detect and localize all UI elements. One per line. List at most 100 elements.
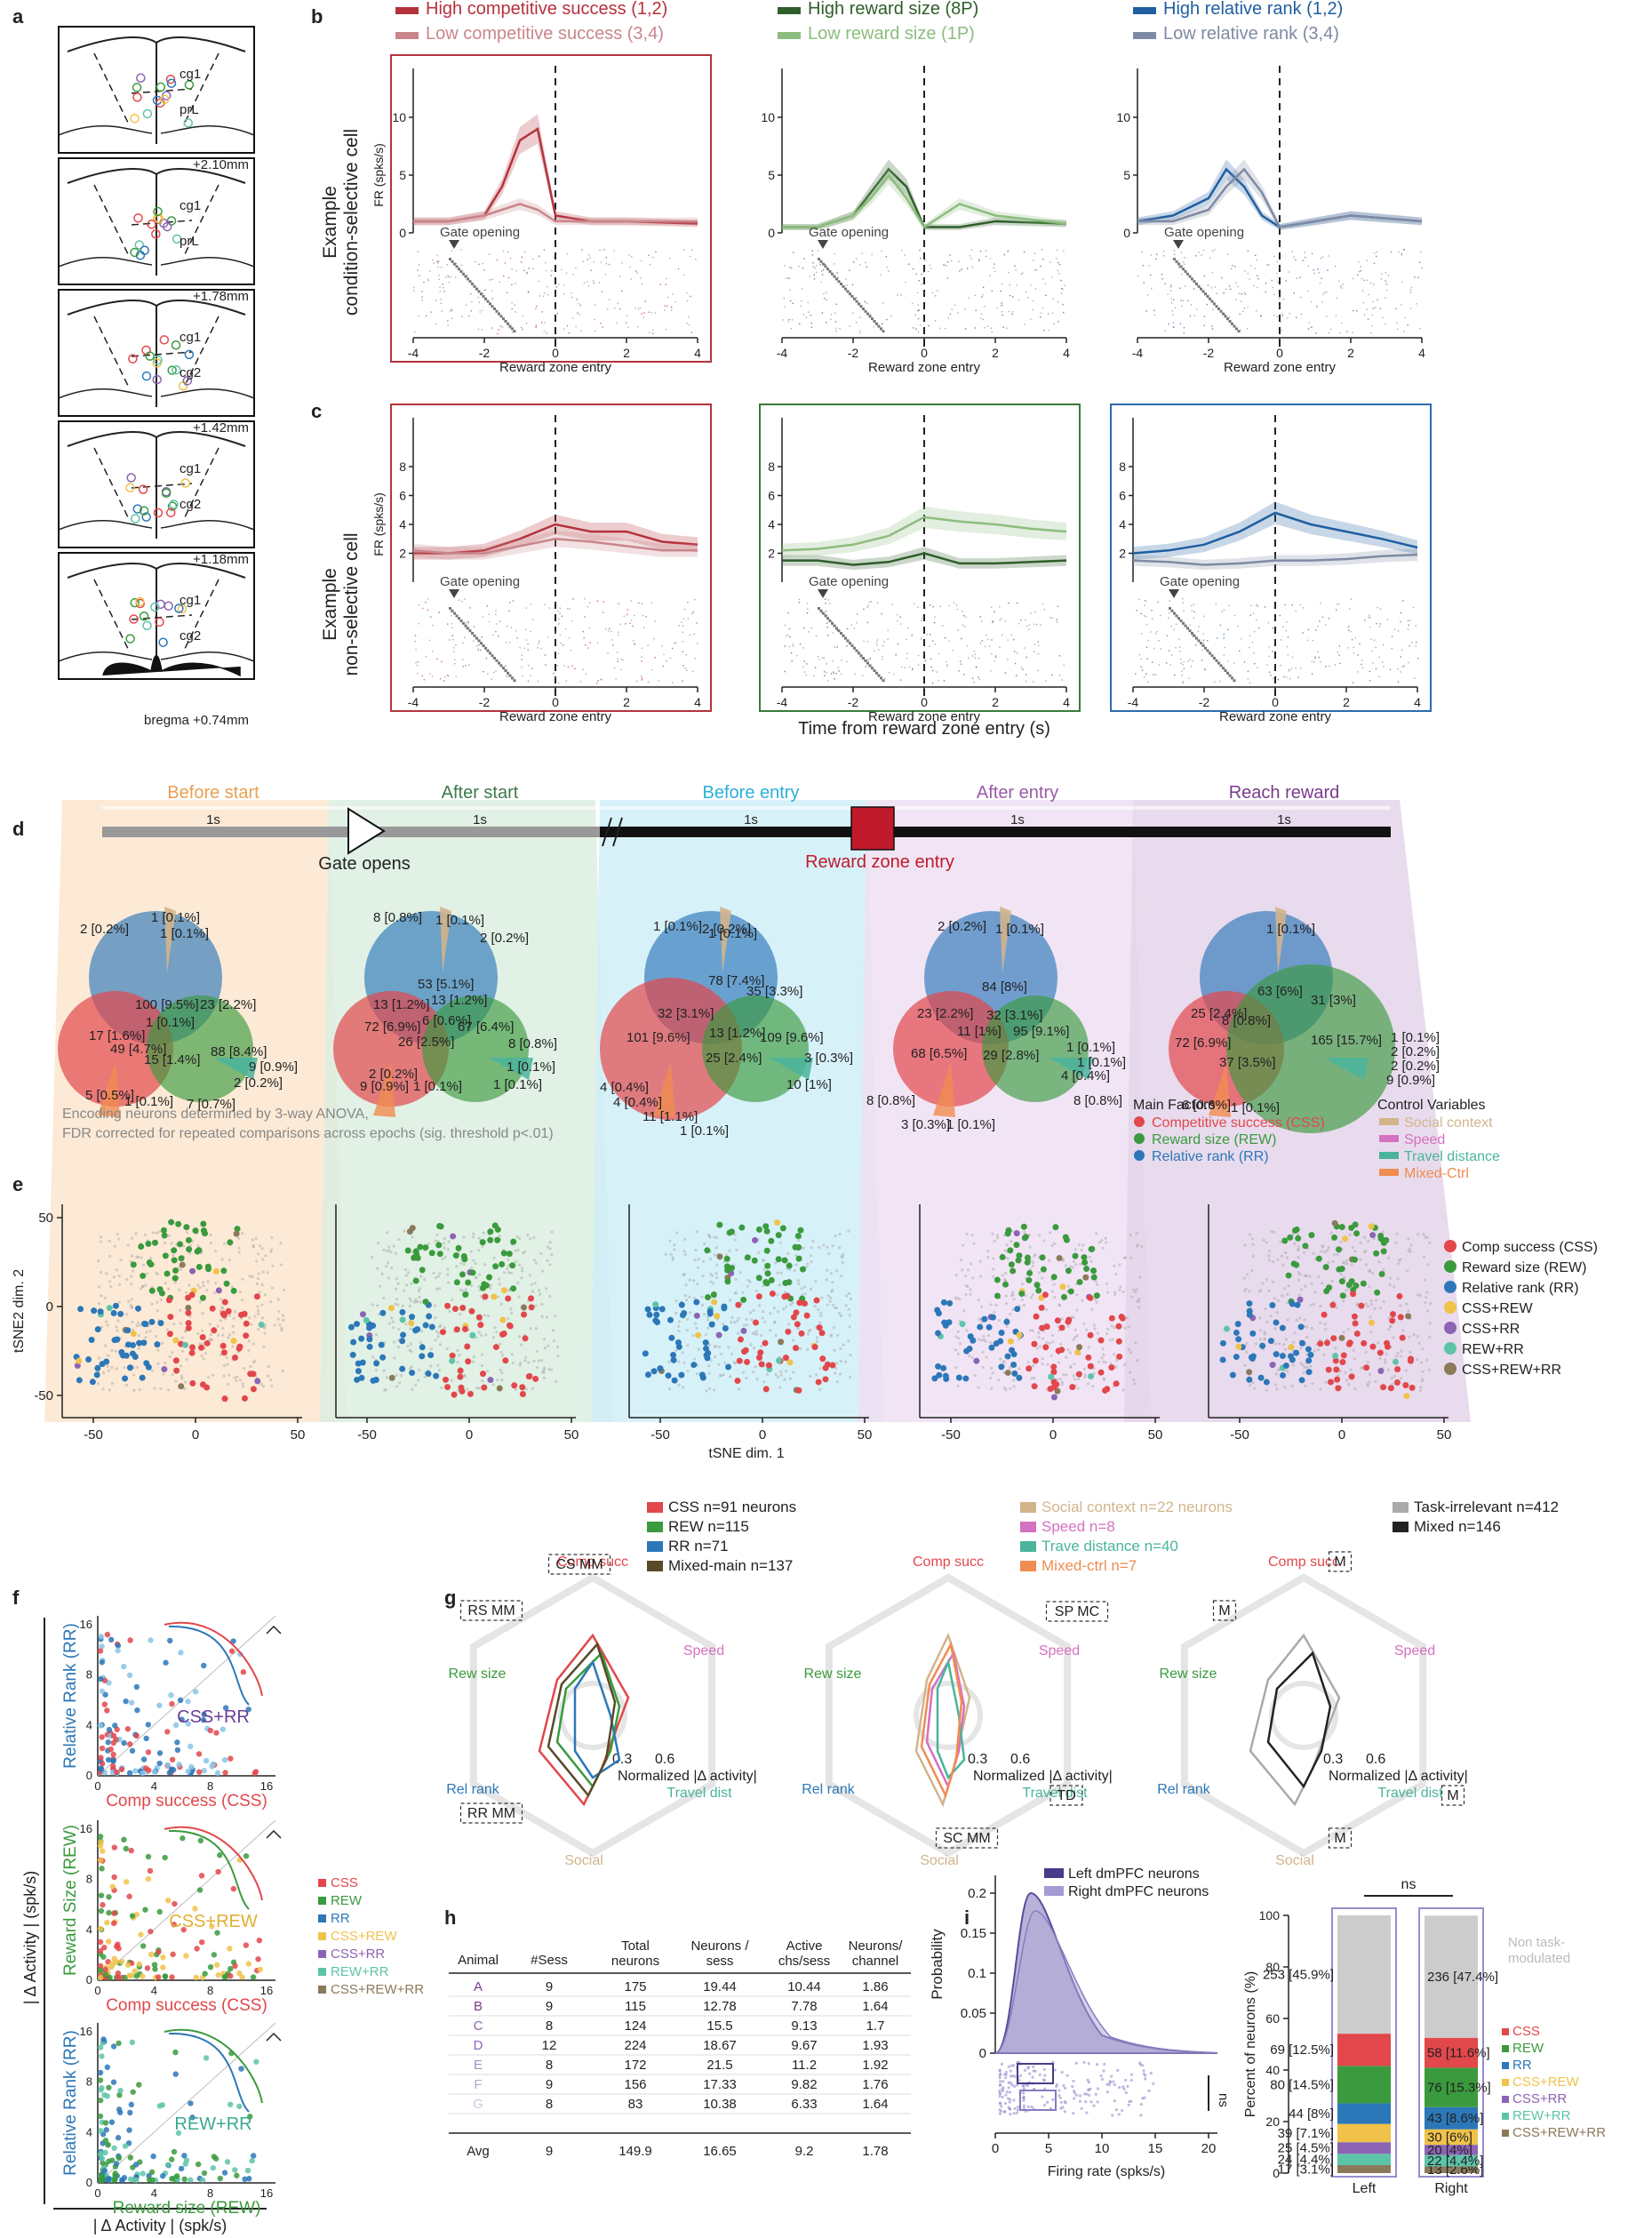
neuron-point bbox=[1016, 1252, 1023, 1259]
raster-tick bbox=[553, 256, 555, 259]
raster-tick bbox=[1183, 326, 1185, 329]
background-point bbox=[231, 1345, 235, 1348]
raster-tick bbox=[1410, 286, 1413, 289]
background-point bbox=[159, 1387, 163, 1391]
raster-tick bbox=[515, 630, 517, 632]
raster-tick bbox=[999, 605, 1001, 608]
raster-tick bbox=[1190, 304, 1193, 306]
background-point bbox=[842, 1343, 845, 1347]
raster-tick bbox=[1243, 292, 1246, 293]
background-point bbox=[997, 1318, 1001, 1323]
raster-tick bbox=[1142, 264, 1145, 267]
neuron-point bbox=[169, 1756, 176, 1763]
background-point bbox=[779, 1373, 783, 1377]
main-factor-dot bbox=[1134, 1116, 1145, 1127]
raster-tick bbox=[1356, 274, 1359, 276]
neuron-point bbox=[1267, 1338, 1274, 1345]
raster-tick bbox=[1252, 612, 1255, 614]
background-point bbox=[1012, 1385, 1016, 1388]
raster-tick bbox=[840, 673, 842, 675]
background-point bbox=[416, 1299, 419, 1304]
panel-letter-e: e bbox=[12, 1173, 23, 1195]
pie-segment-label: 88 [8.4%] bbox=[211, 1044, 267, 1059]
tsne-scatter: -50 0 50 bbox=[628, 1204, 872, 1443]
gate-marker bbox=[489, 302, 491, 306]
background-point bbox=[446, 1248, 450, 1251]
background-point bbox=[1344, 1371, 1347, 1374]
raster-tick bbox=[681, 621, 682, 624]
neuron-point bbox=[129, 1350, 136, 1357]
neuron-point bbox=[1293, 1226, 1300, 1233]
background-point bbox=[786, 1323, 790, 1326]
background-point bbox=[1350, 1263, 1353, 1267]
neuron-point bbox=[465, 1358, 472, 1365]
background-point bbox=[796, 1279, 800, 1283]
background-point bbox=[707, 1371, 711, 1375]
raster-tick bbox=[836, 629, 838, 632]
background-point bbox=[985, 1355, 988, 1359]
raster-tick bbox=[832, 632, 834, 634]
neuron-point bbox=[194, 1248, 201, 1255]
background-point bbox=[746, 1284, 749, 1288]
raster-tick bbox=[821, 274, 824, 276]
background-point bbox=[972, 1242, 976, 1245]
series-line bbox=[412, 538, 698, 555]
raster-tick bbox=[923, 652, 926, 654]
gate-marker bbox=[1222, 667, 1225, 670]
neuron-point bbox=[123, 1698, 129, 1705]
neuron-point bbox=[994, 1276, 1001, 1283]
raster-tick bbox=[1221, 277, 1223, 279]
raster-tick bbox=[1397, 630, 1400, 632]
x-axis-label: tSNE dim. 1 bbox=[708, 1446, 784, 1461]
raster-tick bbox=[608, 629, 610, 632]
raster-tick bbox=[547, 636, 549, 638]
raster-tick bbox=[423, 281, 425, 284]
background-point bbox=[1363, 1250, 1367, 1254]
neuron-point bbox=[740, 1327, 747, 1334]
background-point bbox=[518, 1263, 522, 1267]
background-point bbox=[1041, 1362, 1044, 1366]
background-point bbox=[769, 1312, 772, 1315]
background-point bbox=[1297, 1244, 1300, 1248]
background-point bbox=[188, 1283, 191, 1287]
raster-tick bbox=[1368, 617, 1369, 619]
raster-tick bbox=[566, 252, 569, 255]
gate-label: Gate opening bbox=[1164, 225, 1244, 240]
background-point bbox=[752, 1308, 755, 1312]
background-point bbox=[151, 1231, 156, 1235]
raster-tick bbox=[1380, 278, 1383, 280]
neuron-point bbox=[198, 1873, 205, 1879]
background-point bbox=[1038, 1234, 1041, 1237]
raster-tick bbox=[579, 681, 582, 683]
raster-tick bbox=[1313, 272, 1315, 275]
neuron-point bbox=[97, 1834, 104, 1840]
neuron-point bbox=[1040, 1266, 1047, 1273]
gate-marker bbox=[1228, 320, 1232, 323]
gate-marker bbox=[1204, 292, 1207, 296]
raster-tick bbox=[561, 268, 563, 271]
neuron-point bbox=[171, 1247, 178, 1254]
background-point bbox=[137, 1347, 141, 1350]
raster-tick bbox=[693, 633, 695, 635]
raster-tick bbox=[1353, 651, 1355, 654]
pie-segment-label: 78 [7.4%] bbox=[708, 973, 764, 988]
raster-tick bbox=[985, 645, 986, 648]
raster-tick bbox=[1273, 293, 1275, 296]
neuron-point bbox=[652, 1317, 659, 1324]
background-point bbox=[674, 1348, 678, 1352]
raster-tick bbox=[1001, 302, 1002, 304]
background-point bbox=[1353, 1357, 1357, 1361]
background-point bbox=[1319, 1321, 1322, 1324]
neuron-point bbox=[347, 1323, 355, 1331]
raster-tick bbox=[798, 266, 800, 268]
raster-tick bbox=[1170, 284, 1172, 286]
background-point bbox=[277, 1309, 281, 1314]
background-point bbox=[132, 1388, 136, 1392]
raster-tick bbox=[1202, 249, 1205, 252]
neuron-point bbox=[126, 1972, 132, 1979]
raster-tick bbox=[988, 645, 991, 647]
background-point bbox=[540, 1269, 545, 1273]
neuron-point bbox=[106, 1894, 112, 1900]
neuron-point bbox=[1081, 1254, 1088, 1261]
